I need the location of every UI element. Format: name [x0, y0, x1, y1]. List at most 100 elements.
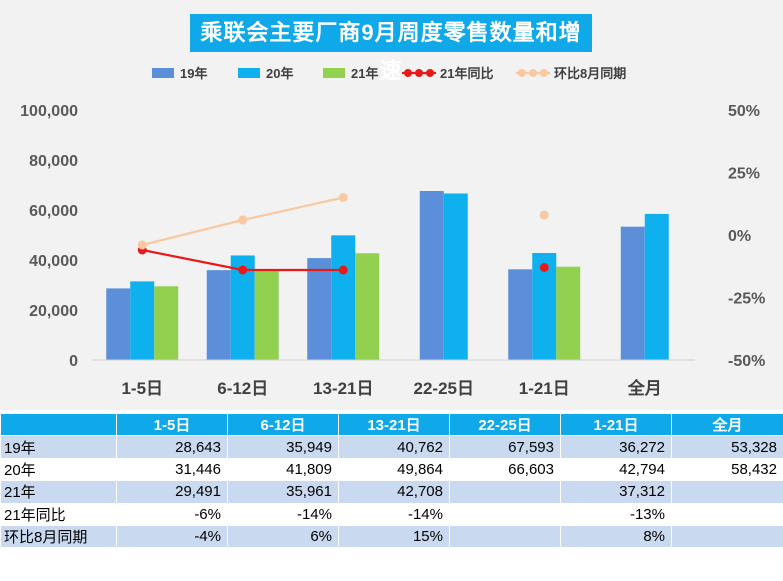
legend-swatch	[238, 68, 260, 78]
bar-21年-13-21日	[355, 253, 380, 360]
table-cell: -14%	[227, 502, 339, 526]
y-left-tick-label: 60,000	[29, 203, 78, 220]
table-cell: -4%	[116, 524, 228, 549]
table-cell: 31,446	[116, 457, 228, 482]
bar-19年-13-21日	[307, 258, 332, 360]
table-cell: 15%	[338, 524, 450, 549]
table-cell: 8%	[560, 524, 672, 549]
table-cell: 37,312	[560, 480, 672, 504]
table-cell: 35,961	[227, 480, 339, 504]
bar-19年-6-12日	[206, 270, 231, 360]
x-category-label: 1-21日	[519, 379, 570, 398]
bar-19年-22-25日	[419, 191, 444, 360]
y-left-tick-label: 20,000	[29, 303, 78, 320]
table-cell: 42,794	[560, 457, 672, 482]
y-left-tick-label: 0	[69, 353, 78, 370]
y-left-tick-label: 40,000	[29, 253, 78, 270]
x-category-label: 13-21日	[313, 379, 373, 398]
legend-marker	[415, 69, 423, 77]
legend-marker	[426, 69, 434, 77]
bar-19年-1-5日	[106, 288, 131, 360]
table-row: 21年同比 -6% -14% -14% -13%	[0, 502, 783, 526]
table-row-label: 21年同比	[0, 502, 117, 526]
data-table: 1-5日 6-12日 13-21日 22-25日 1-21日 全月 19年 28,…	[0, 412, 783, 549]
table-row: 20年 31,446 41,809 49,864 66,603 42,794 58,432	[0, 457, 783, 482]
bar-19年-1-21日	[508, 269, 533, 360]
table-row-label: 19年	[0, 435, 117, 459]
table-cell	[671, 480, 783, 504]
table-row-label: 环比8月同期	[0, 524, 117, 549]
table-cell: 58,432	[671, 457, 783, 482]
point-21年同比-1-21日	[539, 263, 549, 272]
table-row-label: 21年	[0, 480, 117, 504]
point-环比8月同期-6-12日	[238, 215, 248, 225]
legend-swatch	[323, 68, 345, 78]
table-header-cell: 1-21日	[560, 412, 672, 437]
table-cell	[449, 480, 561, 504]
legend-label: 环比8月同期	[554, 66, 626, 81]
legend-marker	[540, 69, 548, 77]
table-cell	[671, 524, 783, 549]
bar-20年-全月	[644, 213, 669, 360]
legend-label: 19年	[180, 66, 207, 81]
table-header-cell: 6-12日	[227, 412, 339, 437]
table-cell: 66,603	[449, 457, 561, 482]
table-cell: 36,272	[560, 435, 672, 459]
bar-20年-22-25日	[443, 193, 468, 360]
bar-19年-全月	[620, 226, 645, 360]
table-cell	[671, 502, 783, 526]
x-category-label: 22-25日	[414, 379, 474, 398]
legend-marker	[529, 69, 537, 77]
chart-svg: 0 20,000 40,000 60,000 80,000 100,000 -50% -25%…	[20, 66, 765, 398]
point-环比8月同期-1-5日	[137, 240, 147, 250]
table-cell: -13%	[560, 502, 672, 526]
point-环比8月同期-13-21日	[338, 193, 348, 202]
bar-20年-13-21日	[331, 235, 356, 360]
table-row: 21年 29,491 35,961 42,708 37,312	[0, 480, 783, 504]
table-cell: 49,864	[338, 457, 450, 482]
table-cell: 6%	[227, 524, 339, 549]
table-cell: 42,708	[338, 480, 450, 504]
table-cell	[449, 502, 561, 526]
y-right-tick-label: -25%	[728, 291, 765, 308]
y-left-tick-label: 80,000	[29, 153, 78, 170]
table-row: 19年 28,643 35,949 40,762 67,593 36,272 53,328	[0, 435, 783, 459]
table-cell: 53,328	[671, 435, 783, 459]
table-header-cell: 13-21日	[338, 412, 450, 437]
y-right-tick-label: 25%	[728, 166, 760, 183]
y-right-tick-label: 50%	[728, 103, 760, 120]
bar-21年-6-12日	[254, 270, 279, 360]
table-cell: -14%	[338, 502, 450, 526]
legend-swatch	[152, 68, 174, 78]
table-header-corner	[0, 412, 117, 437]
bar-21年-1-21日	[556, 266, 581, 360]
table-header-row: 1-5日 6-12日 13-21日 22-25日 1-21日 全月	[0, 412, 783, 437]
table-cell: 41,809	[227, 457, 339, 482]
table-cell: 29,491	[116, 480, 228, 504]
point-21年同比-13-21日	[338, 265, 348, 275]
table-cell: 28,643	[116, 435, 228, 459]
x-category-label: 6-12日	[217, 379, 268, 398]
table-cell: 35,949	[227, 435, 339, 459]
legend-label: 20年	[266, 66, 293, 81]
legend-label: 21年同比	[440, 66, 493, 81]
table-header-cell: 22-25日	[449, 412, 561, 437]
bar-21年-1-5日	[154, 286, 179, 360]
y-right-tick-label: -50%	[728, 353, 765, 370]
legend-marker	[404, 69, 412, 77]
x-category-label: 1-5日	[121, 379, 163, 398]
y-right-tick-label: 0%	[728, 228, 751, 245]
table-cell: 67,593	[449, 435, 561, 459]
table-cell: -6%	[116, 502, 228, 526]
legend-marker	[518, 69, 526, 77]
table-header-cell: 1-5日	[116, 412, 228, 437]
x-category-label: 全月	[627, 378, 662, 398]
bar-20年-1-5日	[130, 281, 155, 360]
y-left-tick-label: 100,000	[20, 103, 78, 120]
table-cell: 40,762	[338, 435, 450, 459]
table-cell	[449, 524, 561, 549]
chart-area: 0 20,000 40,000 60,000 80,000 100,000 -50% -25%…	[0, 0, 783, 410]
point-环比8月同期-1-21日	[539, 210, 549, 220]
table-header-cell: 全月	[671, 412, 783, 437]
table-row-label: 20年	[0, 457, 117, 482]
